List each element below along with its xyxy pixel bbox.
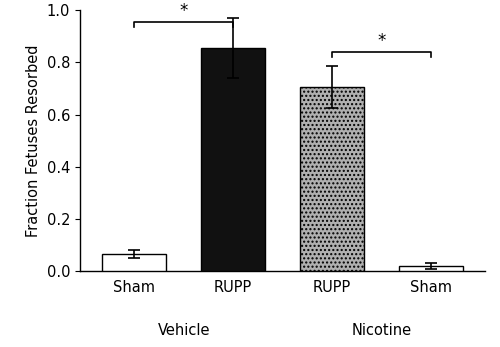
Bar bbox=[398, 266, 463, 271]
Bar bbox=[300, 87, 364, 271]
Text: Nicotine: Nicotine bbox=[351, 323, 412, 338]
Text: *: * bbox=[377, 32, 386, 50]
Bar bbox=[201, 48, 265, 271]
Bar bbox=[102, 254, 166, 271]
Text: *: * bbox=[180, 2, 188, 20]
Text: Vehicle: Vehicle bbox=[158, 323, 210, 338]
Y-axis label: Fraction Fetuses Resorbed: Fraction Fetuses Resorbed bbox=[26, 44, 41, 237]
